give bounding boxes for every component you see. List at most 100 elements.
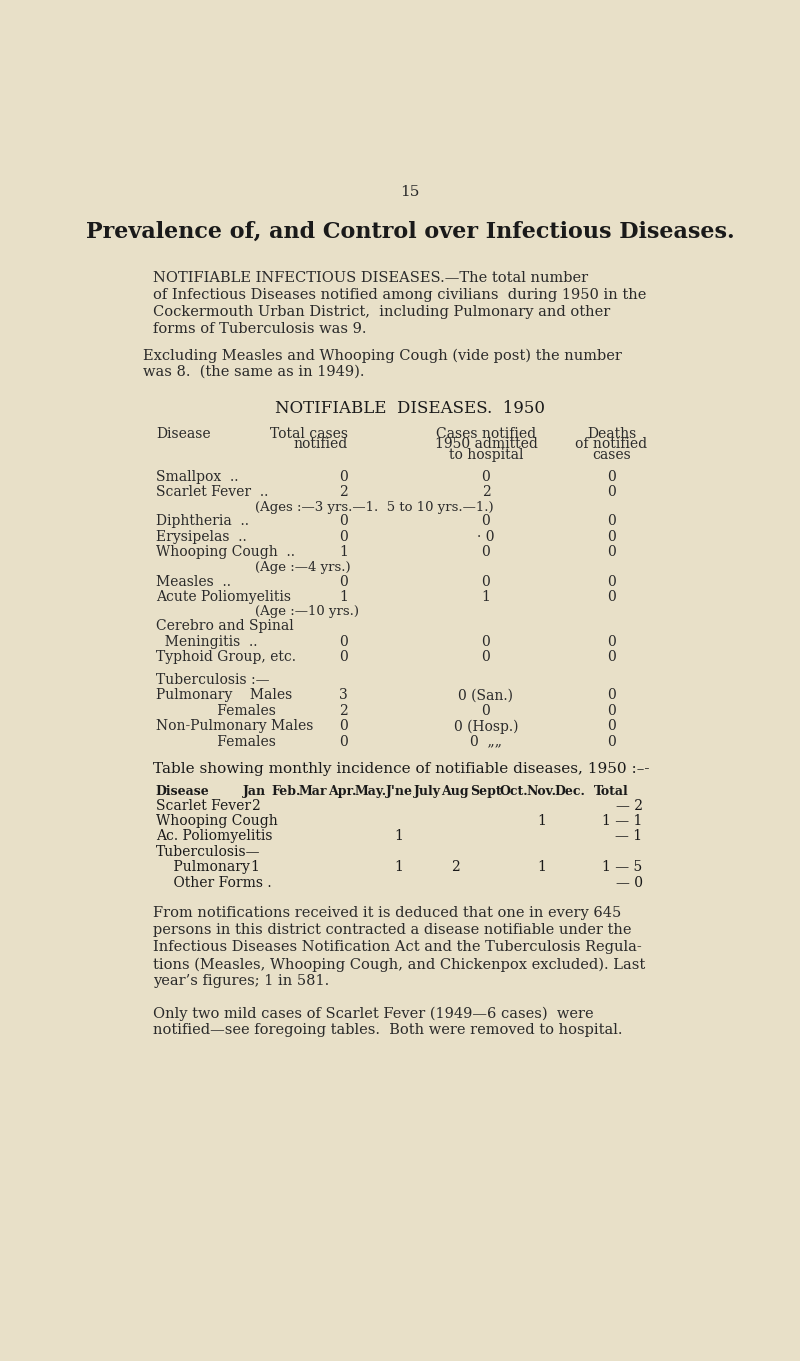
Text: Whooping Cough: Whooping Cough bbox=[156, 814, 278, 827]
Text: Dec.: Dec. bbox=[554, 785, 585, 798]
Text: · 0: · 0 bbox=[477, 529, 494, 544]
Text: Mar: Mar bbox=[299, 785, 327, 798]
Text: 0: 0 bbox=[607, 689, 616, 702]
Text: Feb.: Feb. bbox=[271, 785, 301, 798]
Text: 2: 2 bbox=[339, 485, 348, 499]
Text: Cerebro and Spinal: Cerebro and Spinal bbox=[156, 619, 294, 633]
Text: Typhoid Group, etc.: Typhoid Group, etc. bbox=[156, 651, 296, 664]
Text: forms of Tuberculosis was 9.: forms of Tuberculosis was 9. bbox=[153, 323, 366, 336]
Text: Scarlet Fever: Scarlet Fever bbox=[156, 799, 251, 813]
Text: 0: 0 bbox=[339, 735, 348, 749]
Text: 0: 0 bbox=[482, 470, 490, 483]
Text: 0: 0 bbox=[339, 719, 348, 734]
Text: 3: 3 bbox=[339, 689, 348, 702]
Text: NOTIFIABLE INFECTIOUS DISEASES.—The total number: NOTIFIABLE INFECTIOUS DISEASES.—The tota… bbox=[153, 271, 588, 284]
Text: Apr.: Apr. bbox=[328, 785, 356, 798]
Text: 1: 1 bbox=[394, 860, 403, 874]
Text: Smallpox  ..: Smallpox .. bbox=[156, 470, 238, 483]
Text: 0: 0 bbox=[607, 574, 616, 588]
Text: 2: 2 bbox=[250, 799, 259, 813]
Text: 0: 0 bbox=[339, 529, 348, 544]
Text: 0: 0 bbox=[607, 589, 616, 604]
Text: 0: 0 bbox=[607, 470, 616, 483]
Text: Nov.: Nov. bbox=[526, 785, 557, 798]
Text: Disease: Disease bbox=[156, 785, 210, 798]
Text: 0: 0 bbox=[339, 514, 348, 528]
Text: 1: 1 bbox=[339, 589, 348, 604]
Text: notified—see foregoing tables.  Both were removed to hospital.: notified—see foregoing tables. Both were… bbox=[153, 1023, 622, 1037]
Text: 1: 1 bbox=[538, 814, 546, 827]
Text: Disease: Disease bbox=[156, 426, 210, 441]
Text: Pulmonary    Males: Pulmonary Males bbox=[156, 689, 292, 702]
Text: persons in this district contracted a disease notifiable under the: persons in this district contracted a di… bbox=[153, 923, 631, 938]
Text: Whooping Cough  ..: Whooping Cough .. bbox=[156, 546, 294, 559]
Text: Oct.: Oct. bbox=[499, 785, 528, 798]
Text: 2: 2 bbox=[339, 704, 348, 717]
Text: year’s figures; 1 in 581.: year’s figures; 1 in 581. bbox=[153, 974, 329, 988]
Text: Scarlet Fever  ..: Scarlet Fever .. bbox=[156, 485, 268, 499]
Text: 15: 15 bbox=[400, 185, 420, 199]
Text: of notified: of notified bbox=[575, 437, 647, 452]
Text: 0: 0 bbox=[607, 529, 616, 544]
Text: Tuberculosis :—: Tuberculosis :— bbox=[156, 674, 270, 687]
Text: 0: 0 bbox=[607, 485, 616, 499]
Text: 1: 1 bbox=[250, 860, 259, 874]
Text: Cases notified: Cases notified bbox=[436, 426, 536, 441]
Text: 0: 0 bbox=[482, 634, 490, 649]
Text: — 0: — 0 bbox=[615, 875, 642, 890]
Text: Measles  ..: Measles .. bbox=[156, 574, 231, 588]
Text: Females: Females bbox=[156, 735, 276, 749]
Text: 0: 0 bbox=[339, 574, 348, 588]
Text: 0: 0 bbox=[607, 704, 616, 717]
Text: (Ages :—3 yrs.—1.  5 to 10 yrs.—1.): (Ages :—3 yrs.—1. 5 to 10 yrs.—1.) bbox=[255, 501, 494, 513]
Text: Table showing monthly incidence of notifiable diseases, 1950 :–-: Table showing monthly incidence of notif… bbox=[153, 762, 650, 776]
Text: 0: 0 bbox=[339, 634, 348, 649]
Text: 0  „„: 0 „„ bbox=[470, 735, 502, 749]
Text: 0: 0 bbox=[482, 546, 490, 559]
Text: 0: 0 bbox=[482, 704, 490, 717]
Text: Total: Total bbox=[594, 785, 629, 798]
Text: Only two mild cases of Scarlet Fever (1949—6 cases)  were: Only two mild cases of Scarlet Fever (19… bbox=[153, 1007, 594, 1021]
Text: Acute Poliomyelitis: Acute Poliomyelitis bbox=[156, 589, 291, 604]
Text: 1: 1 bbox=[482, 589, 490, 604]
Text: to hospital: to hospital bbox=[449, 448, 523, 463]
Text: 0: 0 bbox=[607, 514, 616, 528]
Text: (Age :—4 yrs.): (Age :—4 yrs.) bbox=[255, 561, 350, 573]
Text: 1 — 5: 1 — 5 bbox=[602, 860, 642, 874]
Text: 0: 0 bbox=[607, 735, 616, 749]
Text: Meningitis  ..: Meningitis .. bbox=[156, 634, 258, 649]
Text: Jan: Jan bbox=[243, 785, 266, 798]
Text: Deaths: Deaths bbox=[587, 426, 636, 441]
Text: notified: notified bbox=[294, 437, 348, 452]
Text: July: July bbox=[414, 785, 441, 798]
Text: Females: Females bbox=[156, 704, 276, 717]
Text: 0: 0 bbox=[607, 634, 616, 649]
Text: cases: cases bbox=[592, 448, 631, 463]
Text: 0: 0 bbox=[607, 719, 616, 734]
Text: 1: 1 bbox=[339, 546, 348, 559]
Text: 2: 2 bbox=[450, 860, 459, 874]
Text: NOTIFIABLE  DISEASES.  1950: NOTIFIABLE DISEASES. 1950 bbox=[275, 400, 545, 418]
Text: Pulmonary: Pulmonary bbox=[156, 860, 250, 874]
Text: 0: 0 bbox=[339, 651, 348, 664]
Text: 0: 0 bbox=[482, 651, 490, 664]
Text: 1: 1 bbox=[394, 829, 403, 844]
Text: 1 — 1: 1 — 1 bbox=[602, 814, 642, 827]
Text: Tuberculosis—: Tuberculosis— bbox=[156, 845, 260, 859]
Text: 1: 1 bbox=[538, 860, 546, 874]
Text: 0 (San.): 0 (San.) bbox=[458, 689, 514, 702]
Text: (Age :—10 yrs.): (Age :—10 yrs.) bbox=[255, 606, 359, 618]
Text: Diphtheria  ..: Diphtheria .. bbox=[156, 514, 249, 528]
Text: Erysipelas  ..: Erysipelas .. bbox=[156, 529, 246, 544]
Text: Ac. Poliomyelitis: Ac. Poliomyelitis bbox=[156, 829, 272, 844]
Text: 0: 0 bbox=[482, 574, 490, 588]
Text: Prevalence of, and Control over Infectious Diseases.: Prevalence of, and Control over Infectio… bbox=[86, 220, 734, 244]
Text: From notifications received it is deduced that one in every 645: From notifications received it is deduce… bbox=[153, 906, 621, 920]
Text: May.: May. bbox=[354, 785, 386, 798]
Text: Other Forms .: Other Forms . bbox=[156, 875, 271, 890]
Text: of Infectious Diseases notified among civilians  during 1950 in the: of Infectious Diseases notified among ci… bbox=[153, 289, 646, 302]
Text: 0 (Hosp.): 0 (Hosp.) bbox=[454, 719, 518, 734]
Text: — 1: — 1 bbox=[615, 829, 642, 844]
Text: 1950 admitted: 1950 admitted bbox=[434, 437, 538, 452]
Text: — 2: — 2 bbox=[615, 799, 642, 813]
